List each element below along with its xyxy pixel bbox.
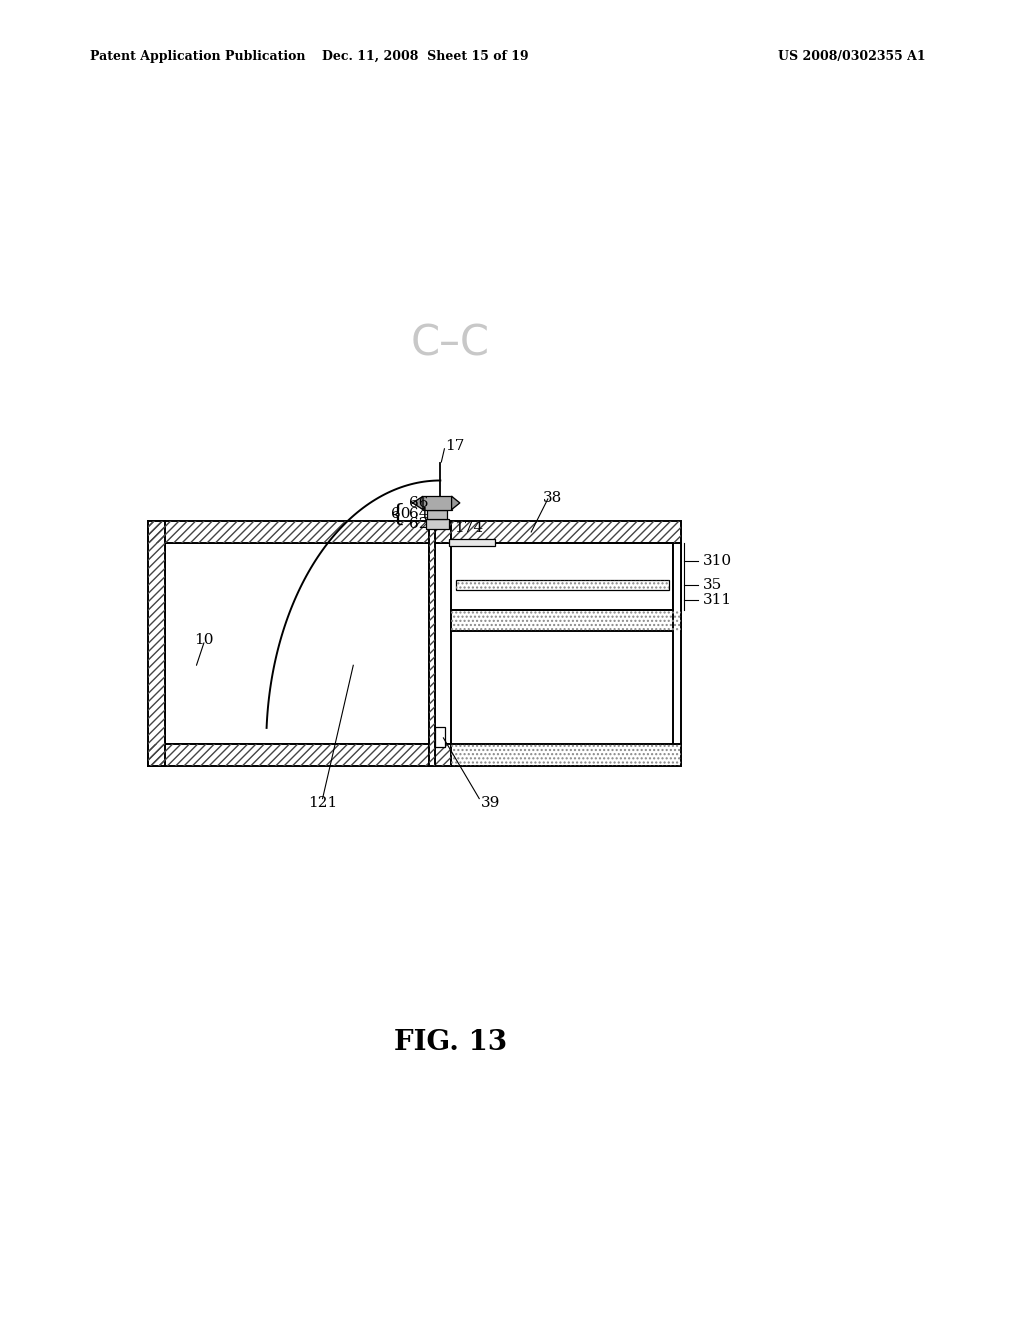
Bar xyxy=(435,727,445,747)
Bar xyxy=(456,581,669,590)
Text: 35: 35 xyxy=(702,578,722,591)
Bar xyxy=(673,543,681,744)
Text: 62: 62 xyxy=(409,517,428,531)
Bar xyxy=(451,521,681,543)
Bar xyxy=(456,581,669,590)
Bar xyxy=(429,521,435,766)
Bar xyxy=(427,510,447,519)
Text: 66: 66 xyxy=(409,496,428,510)
Text: 17: 17 xyxy=(445,440,465,453)
Text: Patent Application Publication: Patent Application Publication xyxy=(90,50,305,63)
Text: 174: 174 xyxy=(454,521,482,535)
Bar xyxy=(426,519,449,529)
Bar xyxy=(451,610,681,631)
Polygon shape xyxy=(452,496,460,510)
Bar xyxy=(423,496,452,510)
Bar xyxy=(429,521,435,766)
Bar xyxy=(673,543,681,610)
Text: FIG. 13: FIG. 13 xyxy=(394,1030,507,1056)
Bar xyxy=(148,521,165,766)
Text: 38: 38 xyxy=(543,491,562,504)
Bar xyxy=(451,610,681,631)
Bar xyxy=(148,521,165,766)
Bar xyxy=(148,521,451,543)
Text: 64: 64 xyxy=(409,507,428,521)
Bar xyxy=(148,744,451,766)
Bar xyxy=(451,521,681,543)
Text: 311: 311 xyxy=(702,593,731,607)
Text: 121: 121 xyxy=(308,796,337,809)
Bar xyxy=(449,539,495,546)
Polygon shape xyxy=(413,496,423,510)
Bar xyxy=(451,744,681,766)
Text: 60: 60 xyxy=(391,507,411,521)
Text: Dec. 11, 2008  Sheet 15 of 19: Dec. 11, 2008 Sheet 15 of 19 xyxy=(322,50,528,63)
Text: US 2008/0302355 A1: US 2008/0302355 A1 xyxy=(778,50,926,63)
Text: C–C: C–C xyxy=(411,322,490,364)
Text: {: { xyxy=(389,503,406,525)
Bar xyxy=(451,744,681,766)
Bar xyxy=(165,543,451,744)
Text: 10: 10 xyxy=(195,634,214,647)
Bar xyxy=(148,521,451,543)
Text: 310: 310 xyxy=(702,554,731,569)
Text: 39: 39 xyxy=(481,796,501,809)
Bar xyxy=(148,744,451,766)
